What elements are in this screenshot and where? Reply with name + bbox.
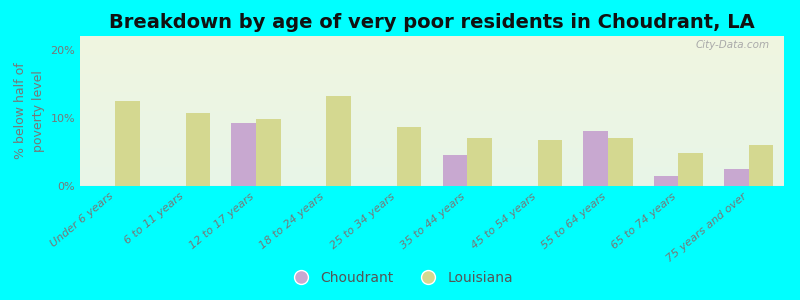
Title: Breakdown by age of very poor residents in Choudrant, LA: Breakdown by age of very poor residents … (109, 13, 755, 32)
Bar (256, 119, 281, 186)
Bar (678, 153, 703, 186)
Y-axis label: % below half of
poverty level: % below half of poverty level (14, 63, 45, 159)
Bar (397, 127, 422, 186)
Text: City-Data.com: City-Data.com (696, 40, 770, 50)
Bar (749, 145, 774, 186)
Legend: Choudrant, Louisiana: Choudrant, Louisiana (282, 265, 518, 290)
Bar (186, 113, 210, 186)
Bar (583, 131, 608, 186)
Bar (231, 123, 256, 186)
Bar (654, 176, 678, 186)
Bar (724, 169, 749, 186)
Bar (115, 101, 140, 186)
Bar (608, 138, 633, 186)
Bar (442, 155, 467, 186)
Bar (538, 140, 562, 186)
Bar (326, 96, 351, 186)
Bar (467, 138, 492, 186)
